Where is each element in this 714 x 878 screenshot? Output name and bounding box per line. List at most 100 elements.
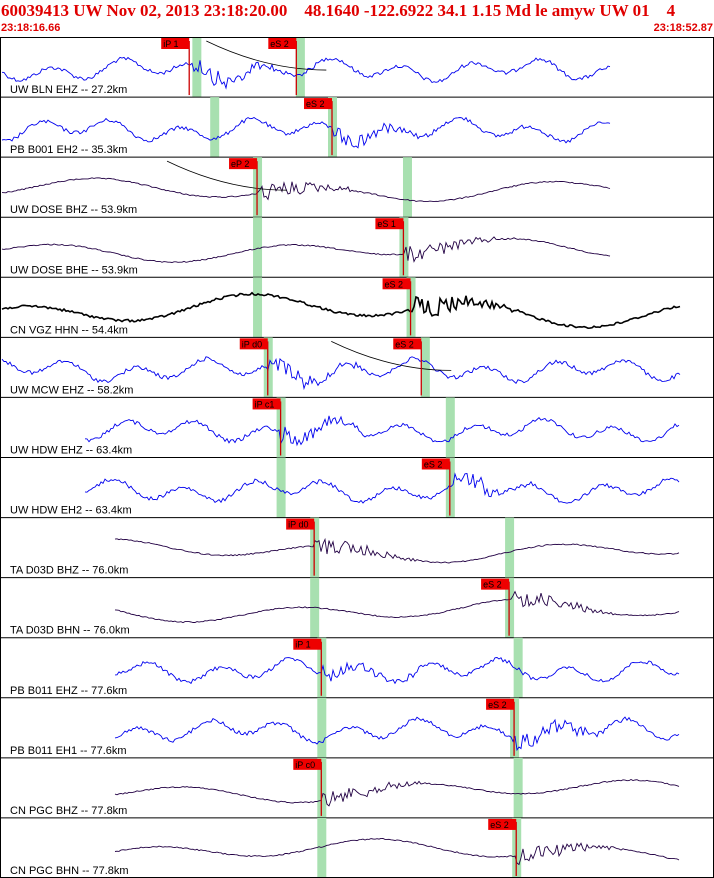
trace-row: eP 2 UW DOSE BHZ -- 53.9km	[0, 157, 714, 218]
pick-label: eS 2	[395, 339, 414, 349]
analysis-window	[276, 457, 286, 518]
pick-label: eS 1	[377, 219, 396, 229]
waveform-trace	[1, 236, 611, 263]
analysis-window	[445, 397, 455, 458]
station-label: CN PGC BHN -- 77.8km	[10, 865, 129, 877]
phase-pick: eS 2	[486, 698, 515, 756]
station-label: CN PGC BHZ -- 77.8km	[10, 805, 127, 817]
pick-tag	[481, 578, 510, 590]
analysis-window	[513, 637, 523, 698]
pick-tag	[382, 278, 411, 290]
analysis-window	[420, 337, 430, 398]
waveform-trace	[114, 778, 680, 807]
start-time: 23:18:16.66	[1, 22, 61, 34]
station-label: TA D03D BHZ -- 76.0km	[10, 565, 128, 577]
waveform-trace	[1, 291, 681, 330]
phase-pick: eS 2	[488, 818, 517, 876]
waveform-trace	[1, 116, 611, 149]
analysis-window	[513, 757, 523, 818]
pick-tag	[252, 398, 281, 410]
waveform-trace	[1, 356, 681, 391]
analysis-window	[253, 217, 263, 278]
phase-pick: eS 2	[382, 278, 412, 336]
pick-label: eS 2	[490, 820, 509, 830]
analysis-window	[402, 157, 412, 218]
station-label: PB B011 EH1 -- 77.6km	[10, 745, 127, 757]
waveform-trace	[114, 716, 680, 752]
trace-row: iP d0 eS 2 UW MCW EHZ -- 58.2km	[0, 337, 714, 398]
pick-tag	[286, 518, 315, 530]
station-label: PB B001 EH2 -- 35.3km	[10, 144, 127, 156]
pick-tag	[239, 338, 268, 350]
waveform-trace	[114, 537, 680, 564]
event-title: 60039413 UW Nov 02, 2013 23:18:20.00 48.…	[1, 1, 676, 20]
analysis-window	[295, 37, 305, 98]
station-label: UW HDW EHZ -- 63.4km	[10, 445, 132, 457]
pick-tag	[161, 38, 190, 49]
trace-row: eS 2 CN VGZ HHN -- 54.4km	[0, 277, 714, 338]
trace-row: eS 2 UW HDW EH2 -- 63.4km	[0, 457, 714, 519]
waveform-trace	[84, 472, 680, 504]
pick-tag	[375, 218, 404, 230]
phase-pick: eS 2	[421, 458, 451, 516]
pick-label: eS 2	[270, 39, 289, 49]
pick-tag	[293, 638, 322, 650]
analysis-window	[317, 697, 327, 758]
pick-label: iP d0	[288, 520, 308, 530]
pick-label: iP 1	[295, 640, 310, 650]
phase-pick: eS 1	[375, 218, 405, 276]
station-label: TA D03D BHN -- 76.0km	[10, 625, 130, 637]
phase-pick: iP 1	[293, 638, 322, 696]
trace-row: eS 1 UW DOSE BHE -- 53.9km	[0, 217, 714, 278]
waveform-trace	[114, 590, 680, 624]
pick-tag	[488, 818, 517, 830]
pick-label: eS 2	[306, 99, 325, 109]
phase-pick: iP 1	[161, 38, 190, 96]
pick-label: iP 1	[163, 39, 178, 49]
pick-label: iP d0	[242, 339, 262, 349]
trace-row: iP c0 CN PGC BHZ -- 77.8km	[0, 757, 714, 819]
analysis-window	[253, 277, 263, 338]
trace-row: eS 2 TA D03D BHN -- 76.0km	[0, 577, 714, 639]
analysis-window	[317, 817, 327, 878]
phase-pick: eS 2	[481, 578, 510, 636]
station-label: UW HDW EH2 -- 63.4km	[10, 505, 132, 517]
pick-label: iP c0	[295, 760, 315, 770]
pick-tag	[293, 758, 322, 770]
end-time: 23:18:52.87	[653, 22, 713, 34]
decay-curve	[206, 40, 327, 71]
decay-curve	[331, 340, 452, 371]
pick-tag	[421, 458, 450, 470]
trace-row: iP 1 eS 2 UW BLN EHZ -- 27.2km	[0, 37, 714, 98]
phase-pick: eS 2	[304, 98, 333, 156]
decay-curve	[166, 160, 288, 191]
pick-label: eS 2	[424, 460, 443, 470]
trace-row: iP c1 UW HDW EHZ -- 63.4km	[0, 397, 714, 458]
phase-pick: eP 2	[229, 158, 258, 216]
pick-tag	[304, 98, 333, 110]
station-label: UW DOSE BHE -- 53.9km	[10, 264, 138, 276]
waveform-trace	[114, 837, 680, 866]
pick-tag	[268, 38, 297, 49]
analysis-window	[505, 517, 515, 578]
pick-label: eS 2	[488, 700, 507, 710]
pick-label: eS 2	[483, 580, 502, 590]
seismogram-panel: iP 1 eS 2 UW BLN EHZ -- 27.2km eS 2 PB B001 …	[0, 37, 714, 878]
phase-pick: iP c0	[293, 758, 322, 816]
event-header: 60039413 UW Nov 02, 2013 23:18:20.00 48.…	[0, 0, 714, 37]
pick-tag	[486, 698, 515, 710]
pick-label: eP 2	[231, 159, 249, 169]
phase-pick: eS 2	[268, 38, 297, 96]
trace-row: eS 2 PB B001 EH2 -- 35.3km	[0, 97, 714, 158]
station-label: UW DOSE BHZ -- 53.9km	[10, 204, 137, 216]
waveform-trace	[1, 177, 611, 203]
phase-pick: eS 2	[393, 338, 422, 396]
phase-pick: iP d0	[239, 338, 269, 396]
phase-pick: iP c1	[252, 398, 282, 456]
pick-tag	[393, 338, 422, 350]
phase-pick: iP d0	[286, 518, 315, 576]
pick-label: iP c1	[255, 399, 275, 409]
waveform-trace	[114, 657, 680, 685]
analysis-window	[210, 97, 220, 158]
analysis-window	[192, 37, 202, 98]
